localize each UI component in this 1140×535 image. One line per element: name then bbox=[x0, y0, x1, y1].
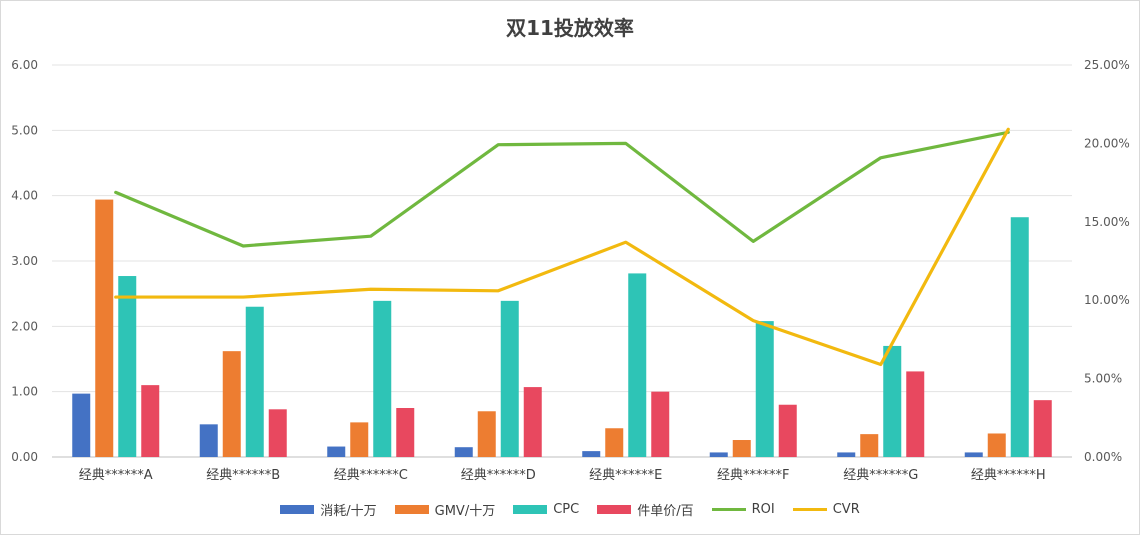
x-category-label: 经典******E bbox=[589, 468, 662, 483]
legend-item: ROI bbox=[711, 502, 775, 517]
legend-item: GMV/十万 bbox=[394, 500, 496, 519]
y-left-tick-label: 3.00 bbox=[11, 254, 38, 268]
bar-2 bbox=[118, 276, 137, 457]
bar-0 bbox=[199, 424, 218, 457]
legend-label: CPC bbox=[553, 502, 580, 517]
bar-1 bbox=[350, 422, 369, 457]
bar-2 bbox=[755, 321, 774, 457]
bar-0 bbox=[582, 451, 601, 457]
bar-1 bbox=[987, 433, 1006, 457]
y-right-tick-label: 5.00% bbox=[1084, 372, 1122, 386]
bar-3 bbox=[906, 371, 925, 457]
x-category-label: 经典******H bbox=[971, 468, 1046, 483]
bar-0 bbox=[964, 452, 983, 457]
x-category-label: 经典******C bbox=[334, 468, 408, 483]
bar-2 bbox=[1010, 217, 1029, 457]
bar-1 bbox=[605, 428, 624, 457]
bar-1 bbox=[860, 434, 879, 457]
legend-swatch bbox=[280, 505, 315, 514]
series-line-0 bbox=[114, 130, 1010, 248]
bar-0 bbox=[837, 452, 856, 457]
legend-swatch bbox=[513, 505, 548, 514]
legend-swatch bbox=[394, 505, 429, 514]
x-category-label: 经典******F bbox=[717, 468, 789, 483]
legend-swatch bbox=[597, 505, 632, 514]
legend-label: 消耗/十万 bbox=[320, 504, 377, 519]
bar-3 bbox=[523, 387, 542, 457]
bar-0 bbox=[709, 452, 728, 457]
y-right-tick-label: 0.00% bbox=[1084, 450, 1122, 464]
bar-0 bbox=[72, 393, 91, 457]
y-right-tick-label: 20.00% bbox=[1084, 136, 1130, 150]
legend-label: 件单价/百 bbox=[637, 504, 694, 519]
bar-3 bbox=[268, 409, 287, 457]
bar-0 bbox=[454, 447, 473, 457]
y-left-tick-label: 4.00 bbox=[11, 189, 38, 203]
legend-item: CPC bbox=[513, 502, 579, 517]
y-left-tick-label: 0.00 bbox=[11, 450, 38, 464]
y-right-tick-label: 15.00% bbox=[1084, 215, 1130, 229]
y-left-tick-label: 5.00 bbox=[11, 123, 38, 137]
bar-1 bbox=[477, 411, 496, 457]
bar-3 bbox=[396, 408, 415, 457]
y-right-tick-label: 25.00% bbox=[1084, 58, 1130, 72]
x-category-label: 经典******D bbox=[461, 468, 536, 483]
bar-3 bbox=[1033, 400, 1052, 457]
bar-2 bbox=[245, 306, 264, 457]
legend-label: ROI bbox=[751, 502, 775, 517]
y-right-tick-label: 10.00% bbox=[1084, 293, 1130, 307]
bar-1 bbox=[95, 199, 114, 457]
bar-3 bbox=[778, 404, 797, 457]
legend-item: 消耗/十万 bbox=[280, 500, 377, 519]
bar-2 bbox=[883, 345, 902, 457]
x-category-label: 经典******A bbox=[79, 468, 153, 483]
legend-item: CVR bbox=[792, 502, 860, 517]
y-left-tick-label: 1.00 bbox=[11, 385, 38, 399]
bar-1 bbox=[222, 351, 241, 457]
legend-item: 件单价/百 bbox=[597, 500, 694, 519]
chart-title: 双11投放效率 bbox=[506, 16, 634, 40]
bar-1 bbox=[732, 440, 751, 457]
chart-legend: 消耗/十万 GMV/十万 CPC 件单价/百 ROI CVR bbox=[0, 500, 1140, 519]
bar-3 bbox=[651, 391, 670, 457]
bar-0 bbox=[327, 446, 346, 457]
y-left-tick-label: 6.00 bbox=[11, 58, 38, 72]
bar-2 bbox=[373, 300, 392, 457]
legend-label: CVR bbox=[832, 502, 860, 517]
bar-2 bbox=[628, 273, 647, 457]
x-category-label: 经典******B bbox=[206, 468, 280, 483]
bar-2 bbox=[500, 300, 519, 457]
legend-label: GMV/十万 bbox=[434, 504, 496, 519]
x-category-label: 经典******G bbox=[843, 468, 918, 483]
legend-swatch bbox=[711, 508, 746, 511]
legend-swatch bbox=[792, 508, 827, 511]
bar-3 bbox=[141, 385, 160, 457]
series-line-1 bbox=[114, 127, 1010, 367]
y-left-tick-label: 2.00 bbox=[11, 319, 38, 333]
